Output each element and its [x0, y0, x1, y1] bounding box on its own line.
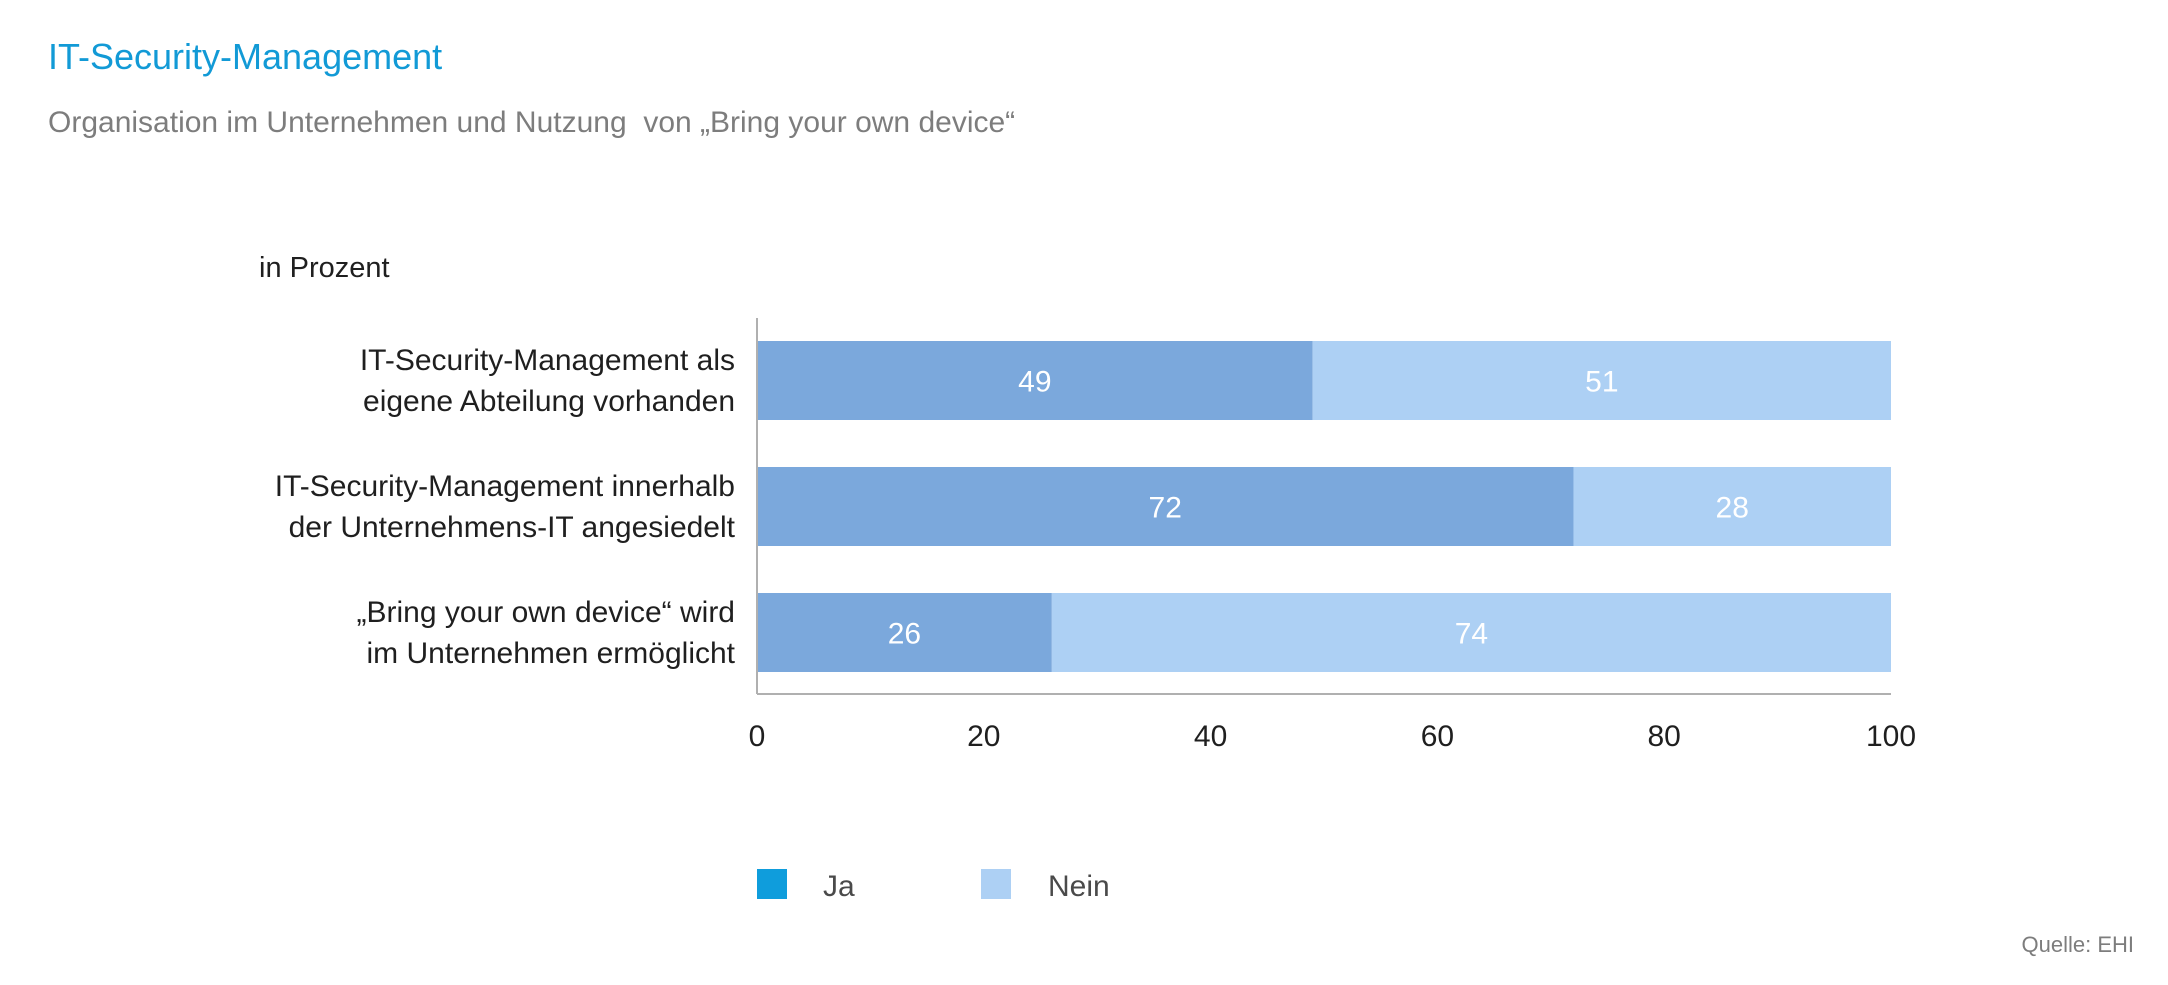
bar-nein-0	[1312, 341, 1891, 420]
source-note: Quelle: EHI	[2021, 932, 2135, 957]
category-label-2-line-0: „Bring your own device“ wird	[357, 596, 735, 629]
legend-swatch-ja	[757, 869, 787, 899]
bar-nein-2	[1051, 593, 1891, 672]
bar-ja-2	[757, 593, 1052, 672]
category-label-0-line-1: eigene Abteilung vorhanden	[363, 385, 735, 418]
category-label-1-line-1: der Unternehmens-IT angesiedelt	[289, 511, 736, 544]
category-label-2-line-1: im Unternehmen ermöglicht	[367, 637, 736, 670]
x-tick-label-100: 100	[1866, 720, 1916, 753]
data-label-ja-1: 72	[1149, 492, 1182, 525]
chart-title: IT-Security-Management	[48, 36, 443, 77]
unit-label: in Prozent	[259, 252, 390, 284]
data-label-ja-0: 49	[1018, 366, 1051, 399]
category-label-0-line-0: IT-Security-Management als	[360, 344, 735, 377]
x-tick-label-60: 60	[1421, 720, 1454, 753]
data-label-ja-2: 26	[888, 618, 921, 651]
data-label-nein-2: 74	[1455, 618, 1488, 651]
chart-subtitle: Organisation im Unternehmen und Nutzung …	[48, 106, 1016, 139]
x-tick-label-20: 20	[967, 720, 1000, 753]
x-tick-label-0: 0	[749, 720, 766, 753]
legend-swatch-nein	[981, 869, 1011, 899]
x-tick-label-80: 80	[1648, 720, 1681, 753]
category-label-1-line-0: IT-Security-Management innerhalb	[275, 470, 735, 503]
bar-ja-0	[757, 341, 1313, 420]
data-label-nein-0: 51	[1585, 366, 1618, 399]
data-label-nein-1: 28	[1716, 492, 1749, 525]
bar-nein-1	[1573, 467, 1891, 546]
x-tick-label-40: 40	[1194, 720, 1227, 753]
legend-label-nein: Nein	[1048, 870, 1110, 903]
legend-label-ja: Ja	[823, 870, 855, 903]
bar-ja-1	[757, 467, 1574, 546]
